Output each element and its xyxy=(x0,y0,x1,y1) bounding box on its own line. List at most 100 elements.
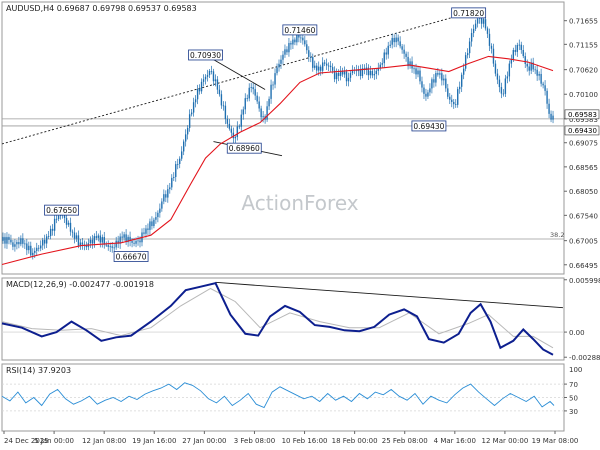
candle-body xyxy=(97,235,100,238)
candle-body xyxy=(49,228,52,237)
candle-body xyxy=(306,44,308,51)
price-trendline xyxy=(205,54,266,90)
candle-body xyxy=(304,40,306,45)
candle-body xyxy=(540,73,542,84)
price-annotation-label: 0.71460 xyxy=(284,26,315,35)
candle-body xyxy=(254,89,256,96)
candle-body xyxy=(65,217,68,225)
candle-body xyxy=(6,236,8,244)
candle-body xyxy=(455,104,457,106)
macd-series xyxy=(1,282,554,356)
candle-body xyxy=(262,116,264,118)
candle-body xyxy=(286,49,288,53)
candle-body xyxy=(236,126,239,137)
candle-body xyxy=(512,50,515,60)
candle-body xyxy=(397,37,399,42)
candle-body xyxy=(43,239,46,244)
candle-body xyxy=(220,94,223,106)
candle-body xyxy=(462,68,465,75)
candle-body xyxy=(385,52,387,55)
candle-body xyxy=(413,68,415,70)
candle-body xyxy=(534,69,536,71)
candle-body xyxy=(276,67,278,74)
candle-body xyxy=(157,212,159,218)
candle-body xyxy=(155,217,157,220)
candle-body xyxy=(415,68,417,75)
candle-body xyxy=(333,70,336,80)
candle-body xyxy=(69,222,72,232)
candle-body xyxy=(379,64,381,68)
candle-body xyxy=(435,73,437,83)
candle-body xyxy=(508,63,511,77)
candle-body xyxy=(466,53,469,56)
candle-body xyxy=(516,45,518,52)
candle-body xyxy=(407,56,409,67)
candle-body xyxy=(367,67,370,76)
candle-body xyxy=(274,73,276,85)
price-y-tick-label: 0.66495 xyxy=(569,262,598,270)
candle-body xyxy=(188,114,191,128)
candle-body xyxy=(147,228,149,230)
candle-body xyxy=(437,73,439,75)
candle-body xyxy=(119,236,121,244)
price-y-tick-label: 0.69583 xyxy=(569,116,598,124)
candle-body xyxy=(530,62,532,71)
price-y-tick-label: 0.67540 xyxy=(569,212,598,220)
candle-body xyxy=(149,221,151,230)
candle-body xyxy=(167,189,169,198)
candle-body xyxy=(121,236,123,238)
price-y-tick-label: 0.71655 xyxy=(569,18,598,26)
candle-body xyxy=(445,78,447,89)
candle-body xyxy=(441,73,443,81)
price-annotation-label: 0.68960 xyxy=(229,144,260,153)
candle-body xyxy=(127,236,129,243)
candle-body xyxy=(318,66,320,71)
candle-body xyxy=(182,141,185,152)
candle-body xyxy=(290,43,292,45)
candle-body xyxy=(256,95,258,102)
price-panel-frame xyxy=(1,1,565,275)
candle-body xyxy=(226,119,229,124)
candle-body xyxy=(208,71,211,76)
price-annotation-box xyxy=(188,49,223,61)
candle-body xyxy=(232,132,235,139)
candle-body xyxy=(71,231,74,233)
candle-body xyxy=(272,84,274,86)
price-panel: AUDUSD,H4 0.69687 0.69798 0.69537 0.6958… xyxy=(1,1,600,275)
ema-line xyxy=(1,55,554,266)
candle-body xyxy=(81,242,84,245)
candle-body xyxy=(474,23,477,29)
price-y-tick-label: 0.71155 xyxy=(569,41,598,49)
candle-body xyxy=(67,222,70,225)
candle-body xyxy=(30,245,32,256)
candle-body xyxy=(91,239,94,244)
candle-body xyxy=(429,88,431,93)
candle-body xyxy=(278,63,280,68)
price-tag-label: 0.69430 xyxy=(568,127,597,135)
price-annotation-box xyxy=(113,251,149,262)
candle-body xyxy=(546,90,548,104)
candle-body xyxy=(151,221,153,227)
candle-body xyxy=(433,79,435,83)
candle-body xyxy=(206,75,209,77)
candle-body xyxy=(510,59,513,64)
candle-body xyxy=(548,103,550,114)
candle-body xyxy=(268,98,270,107)
candle-body xyxy=(12,242,14,247)
candle-body xyxy=(230,128,233,133)
candle-body xyxy=(520,44,522,50)
candle-body xyxy=(498,79,501,88)
candle-body xyxy=(550,113,552,120)
price-y-tick-label: 0.70620 xyxy=(569,67,598,75)
price-annotation-box xyxy=(44,204,79,216)
price-annotation-box xyxy=(411,120,447,132)
candle-body xyxy=(459,86,461,90)
candle-body xyxy=(345,71,348,82)
candle-body xyxy=(24,243,26,245)
candle-body xyxy=(135,240,137,244)
price-tag-box xyxy=(564,109,600,120)
candle-body xyxy=(175,164,177,177)
candle-body xyxy=(45,236,48,244)
candle-body xyxy=(14,244,16,247)
candle-body xyxy=(169,187,171,190)
